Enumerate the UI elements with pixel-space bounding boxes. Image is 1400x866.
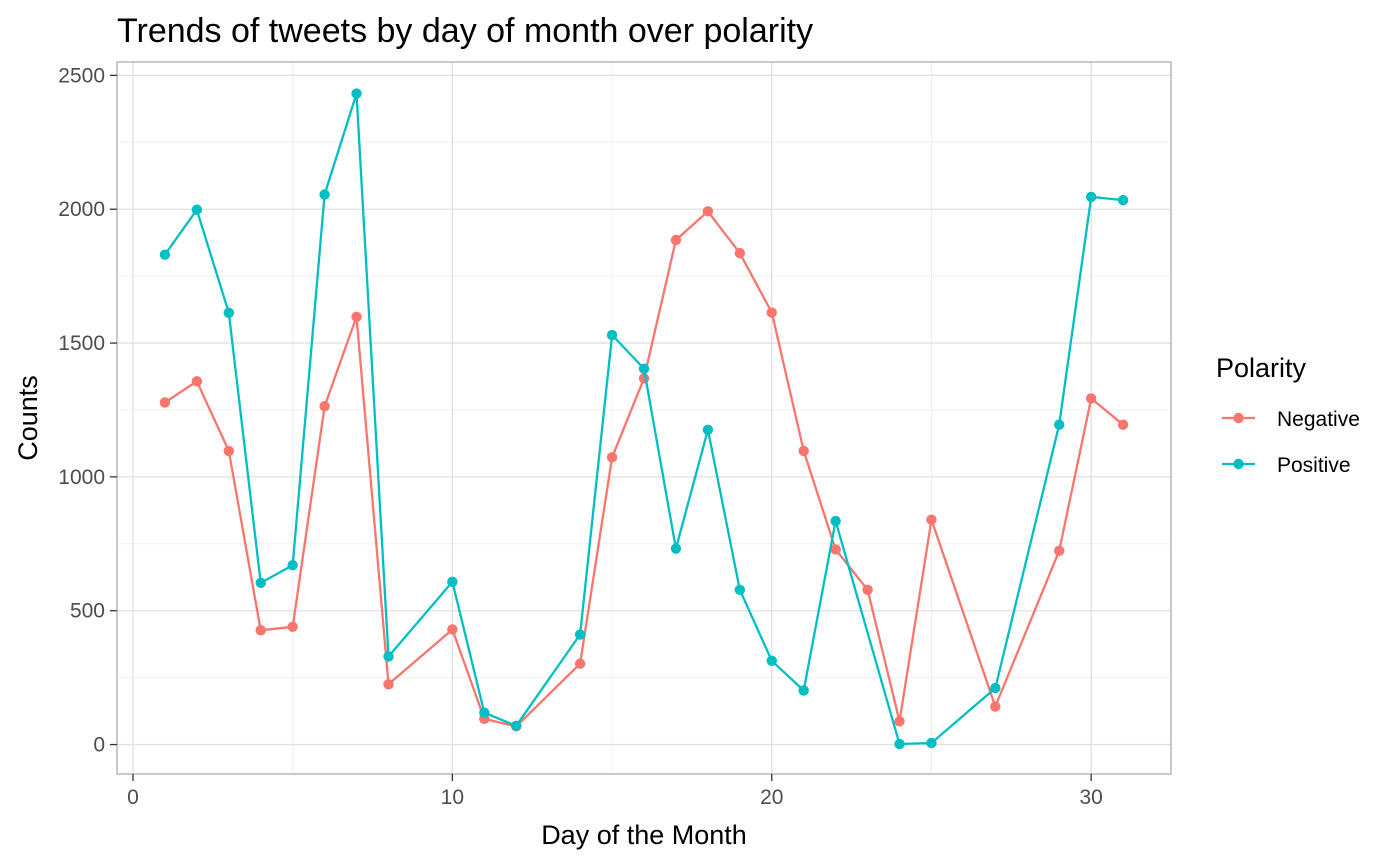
data-point-positive xyxy=(511,720,522,732)
data-point-negative xyxy=(894,716,905,727)
data-point-positive xyxy=(1085,191,1097,203)
data-point-positive xyxy=(1117,194,1129,206)
plot-border xyxy=(116,61,1172,775)
x-tick-label: 0 xyxy=(127,786,139,809)
plot-panel xyxy=(117,62,1171,774)
data-point-negative xyxy=(319,401,330,412)
data-point-negative xyxy=(574,658,586,669)
y-tick-label: 1500 xyxy=(58,332,105,355)
data-point-positive xyxy=(479,707,490,718)
data-point-negative xyxy=(383,679,394,690)
data-point-negative xyxy=(830,544,841,555)
y-axis: 0 500 1000 1500 2000 2500 xyxy=(58,64,117,757)
data-point-negative xyxy=(159,397,171,408)
data-point-positive xyxy=(990,682,1001,694)
data-point-negative xyxy=(670,234,682,246)
legend-key-negative xyxy=(1222,412,1255,424)
data-point-positive xyxy=(734,584,746,596)
data-point-positive xyxy=(447,576,458,588)
data-point-positive xyxy=(926,737,937,749)
data-point-positive xyxy=(159,249,171,260)
data-point-positive xyxy=(606,329,618,341)
data-point-positive xyxy=(351,88,362,99)
x-tick-label: 10 xyxy=(441,786,464,809)
data-point-positive xyxy=(798,685,809,696)
legend-label-positive: Positive xyxy=(1277,454,1351,477)
data-point-negative xyxy=(606,452,618,463)
data-point-positive xyxy=(319,189,330,200)
data-point-positive xyxy=(255,577,266,589)
data-point-positive xyxy=(702,424,714,435)
y-tick-label: 2500 xyxy=(58,64,105,87)
y-tick-label: 0 xyxy=(93,734,105,757)
data-point-negative xyxy=(990,701,1001,712)
legend-key-marker xyxy=(1233,412,1244,424)
data-point-negative xyxy=(926,514,937,525)
y-axis-label: Counts xyxy=(13,375,43,461)
series-positive xyxy=(159,88,1129,750)
y-tick-label: 2000 xyxy=(58,198,105,221)
data-point-negative xyxy=(798,445,809,457)
chart-title: Trends of tweets by day of month over po… xyxy=(117,12,813,50)
data-point-negative xyxy=(191,376,203,387)
legend-key-positive xyxy=(1222,458,1255,470)
legend-label-negative: Negative xyxy=(1277,408,1360,431)
data-point-positive xyxy=(223,307,234,319)
legend-key-marker xyxy=(1233,458,1244,470)
data-point-negative xyxy=(1054,545,1065,556)
legend: Polarity Negative Positive xyxy=(1216,353,1360,477)
data-point-positive xyxy=(191,204,203,215)
data-point-negative xyxy=(1085,393,1097,404)
series-layer xyxy=(159,88,1129,750)
series-line-positive xyxy=(163,92,1124,746)
data-point-negative xyxy=(702,206,714,217)
data-point-negative xyxy=(862,584,873,596)
data-point-negative xyxy=(447,624,458,635)
legend-title: Polarity xyxy=(1216,353,1307,383)
y-tick-label: 1000 xyxy=(58,466,105,489)
data-point-positive xyxy=(670,543,682,554)
data-point-positive xyxy=(574,629,586,640)
x-axis-label: Day of the Month xyxy=(541,820,747,850)
data-point-negative xyxy=(255,625,266,636)
data-point-positive xyxy=(1054,419,1065,430)
y-tick-label: 500 xyxy=(70,600,105,623)
data-point-positive xyxy=(638,363,650,374)
data-point-negative xyxy=(734,247,746,259)
data-point-positive xyxy=(894,738,905,750)
major-gridlines xyxy=(117,62,1171,774)
plot-area xyxy=(116,61,1172,775)
x-tick-label: 30 xyxy=(1079,786,1102,809)
data-point-negative xyxy=(223,445,234,457)
data-point-negative xyxy=(351,311,362,323)
minor-gridlines xyxy=(117,62,1171,774)
data-point-positive xyxy=(766,655,777,666)
data-point-positive xyxy=(287,560,298,571)
data-point-negative xyxy=(766,307,777,318)
data-point-positive xyxy=(830,515,841,527)
data-point-negative xyxy=(1117,419,1129,430)
data-point-positive xyxy=(383,651,394,662)
x-tick-label: 20 xyxy=(760,786,783,809)
x-axis: 0 10 20 30 xyxy=(127,774,1103,809)
data-point-negative xyxy=(287,621,298,632)
